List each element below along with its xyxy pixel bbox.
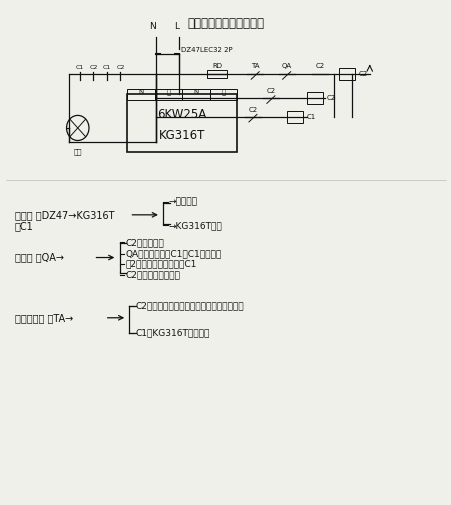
Text: N: N [193,88,198,94]
Text: DZ47LEC32 2P: DZ47LEC32 2P [181,47,232,53]
Text: C1: C1 [103,65,111,70]
Text: C1: C1 [76,65,84,70]
Text: C1由KG316T接出控制: C1由KG316T接出控制 [135,328,209,337]
Text: C2: C2 [89,65,97,70]
Bar [127,94,237,152]
Text: 图2联锁常闭副触头断开C1: 图2联锁常闭副触头断开C1 [125,260,196,269]
Text: KG316T: KG316T [159,129,205,142]
Text: 自动： 合DZ47→KG316T: 自动： 合DZ47→KG316T [15,210,114,220]
Text: QA联锁常闭断开C1，C1主触头断: QA联锁常闭断开C1，C1主触头断 [125,249,221,258]
Text: L: L [174,22,179,30]
Text: 手动停止： 合TA→: 手动停止： 合TA→ [15,313,73,323]
Bar [154,89,182,100]
Text: C2副触头自锁: C2副触头自锁 [125,238,164,247]
Bar [338,68,354,80]
Text: C2主触头合手动亮灯: C2主触头合手动亮灯 [125,271,180,280]
Text: N: N [149,22,156,30]
Text: 6KW25A: 6KW25A [157,108,207,121]
Text: 带C1: 带C1 [15,221,33,231]
Bar [306,92,322,105]
Text: 路灯按鈕接触器联锁电路: 路灯按鈕接触器联锁电路 [187,18,264,30]
Text: 射灯: 射灯 [74,148,82,155]
Bar [182,89,209,100]
Text: C2: C2 [116,65,124,70]
Text: C1: C1 [306,114,315,120]
Text: C2: C2 [327,95,336,102]
Text: C2: C2 [315,63,324,69]
Text: 出: 出 [221,88,225,95]
Text: 手动： 合QA→: 手动： 合QA→ [15,252,64,263]
Text: RD: RD [212,63,221,69]
Text: TA: TA [250,63,259,69]
Text: 进: 进 [166,88,170,95]
Bar [207,70,226,78]
Bar [209,89,237,100]
Text: C2: C2 [248,107,257,113]
Text: →KG316T控制: →KG316T控制 [169,221,222,230]
Text: C2: C2 [266,88,275,94]
Text: →主触头合: →主触头合 [169,198,198,207]
Bar [127,89,154,100]
Bar [286,111,302,123]
Text: N: N [138,88,143,94]
Text: C2: C2 [358,71,367,77]
Text: C2失电复位，副联锁常闭复位，回原来状态: C2失电复位，副联锁常闭复位，回原来状态 [135,302,244,311]
Text: QA: QA [281,63,291,69]
